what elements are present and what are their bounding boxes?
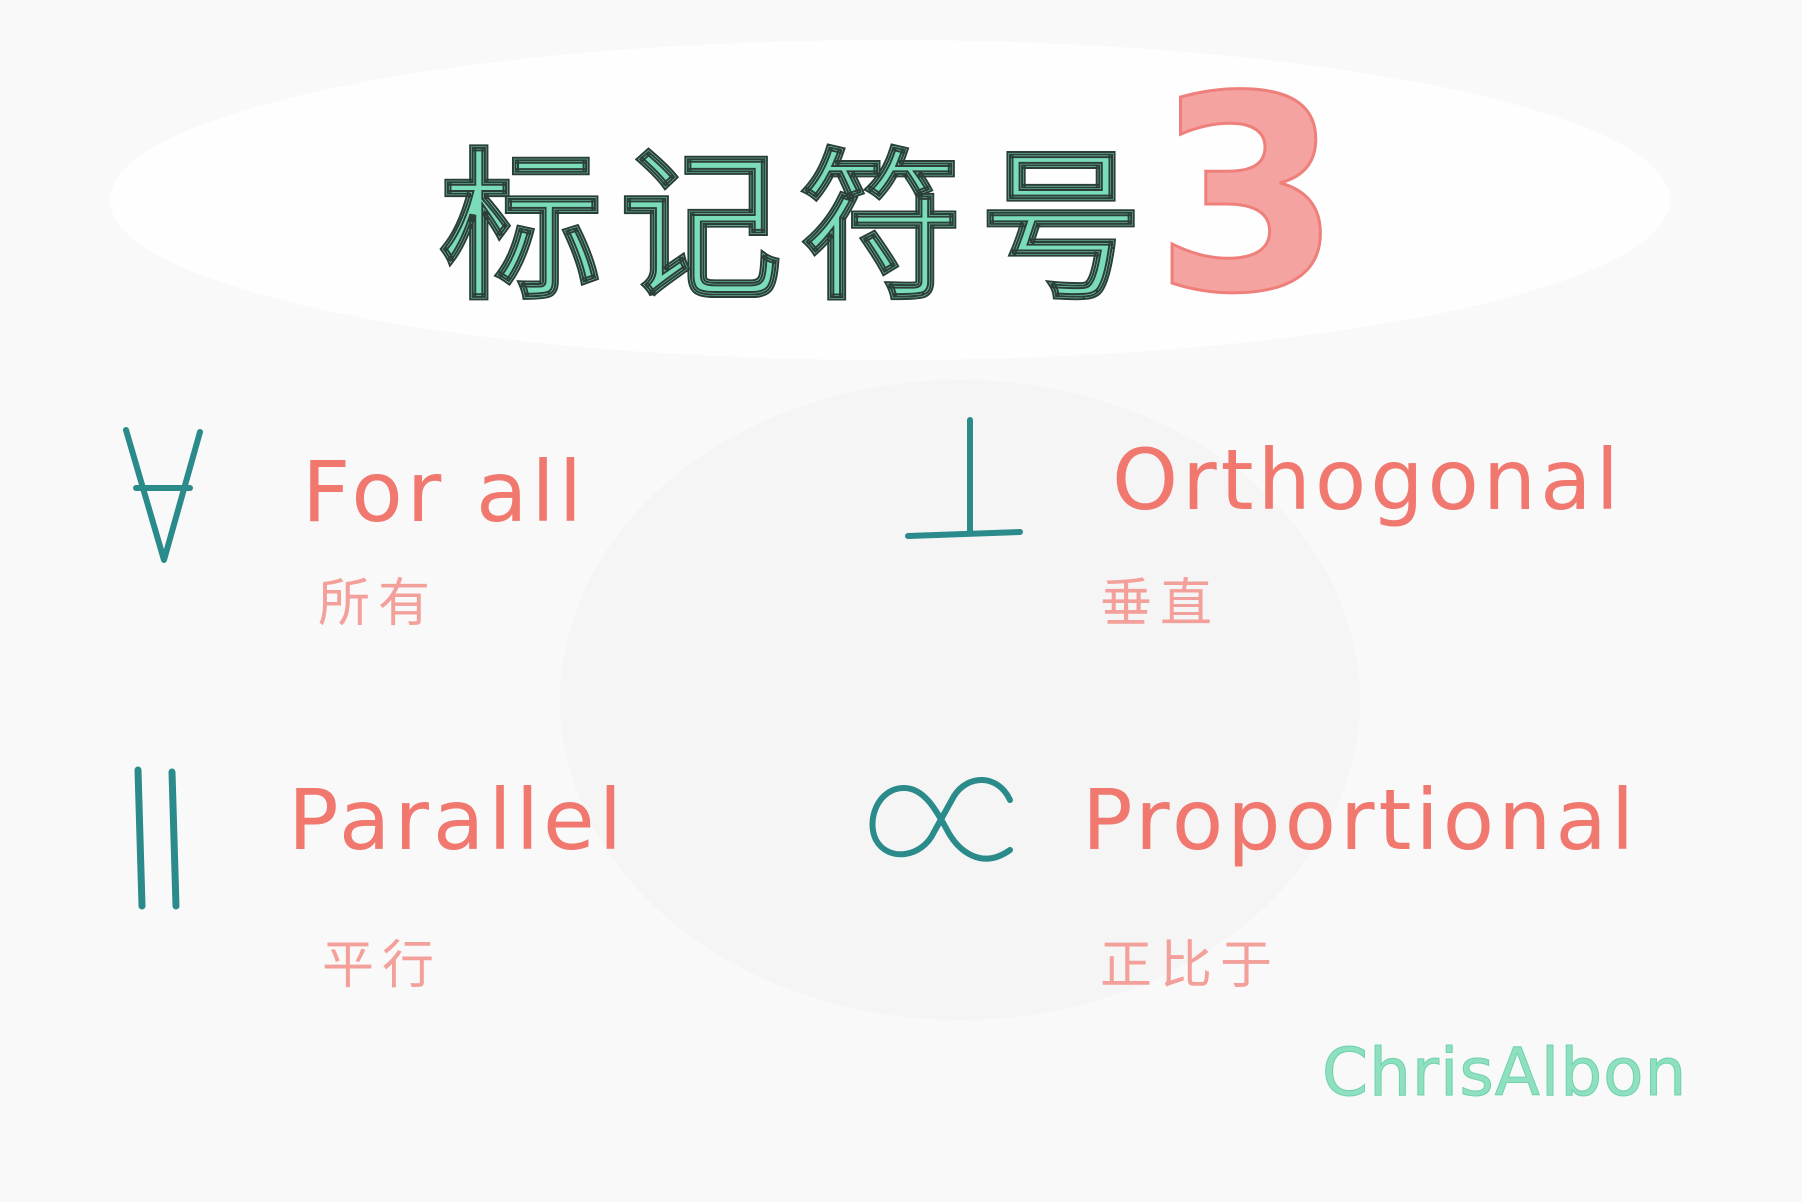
for-all-english: For all [302, 443, 587, 541]
title-number: 3 [1153, 38, 1344, 354]
for-all-symbol-icon [123, 427, 203, 563]
title-text: 标记符号 [439, 135, 1160, 323]
proportional-symbol-icon [869, 777, 1013, 862]
proportional-english: Proportional [1082, 771, 1639, 869]
body-background [560, 380, 1360, 1020]
for-all-chinese: 所有 [318, 574, 439, 634]
parallel-english: Parallel [288, 771, 627, 869]
title: 标记符号 3 [439, 38, 1344, 354]
parallel-symbol-icon [134, 766, 180, 910]
orthogonal-english: Orthogonal [1112, 431, 1623, 529]
orthogonal-symbol-icon [905, 417, 1023, 539]
title-background [110, 40, 1670, 360]
parallel-chinese: 平行 [322, 936, 443, 996]
orthogonal-chinese: 垂直 [1100, 574, 1221, 634]
proportional-chinese: 正比于 [1100, 936, 1281, 996]
signature: ChrisAlbon [1321, 1034, 1688, 1111]
